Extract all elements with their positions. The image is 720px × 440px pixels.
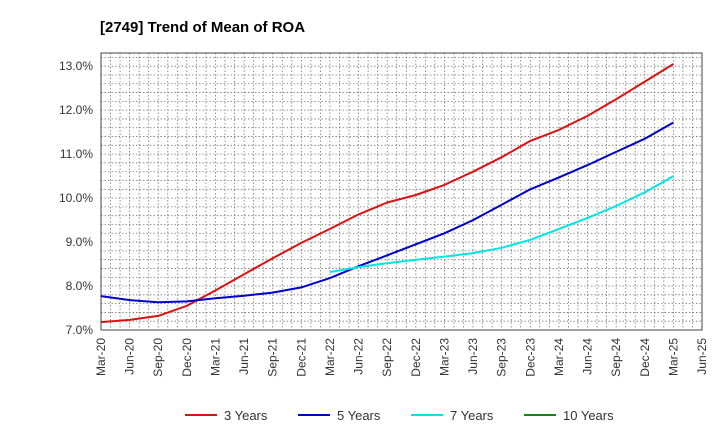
x-tick-label: Sep-23 <box>495 338 509 377</box>
x-tick-label: Dec-24 <box>638 338 652 377</box>
x-tick-label: Dec-22 <box>409 338 423 377</box>
chart-title: [2749] Trend of Mean of ROA <box>100 19 305 36</box>
y-tick-label: 11.0% <box>60 147 93 161</box>
x-tick-label: Mar-22 <box>323 338 337 376</box>
x-tick-label: Jun-24 <box>581 338 595 375</box>
legend-label-3-years: 3 Years <box>224 408 268 423</box>
x-tick-label: Dec-23 <box>523 338 537 377</box>
x-tick-label: Jun-25 <box>695 338 709 375</box>
y-tick-label: 9.0% <box>66 235 94 249</box>
x-tick-label: Mar-24 <box>552 338 566 376</box>
x-tick-label: Mar-25 <box>666 338 680 376</box>
x-tick-label: Sep-21 <box>266 338 280 377</box>
y-tick-label: 7.0% <box>66 323 94 337</box>
y-tick-label: 13.0% <box>59 59 93 73</box>
x-tick-label: Jun-20 <box>123 338 137 375</box>
legend-label-5-years: 5 Years <box>337 408 381 423</box>
legend-label-10-years: 10 Years <box>563 408 614 423</box>
legend-label-7-years: 7 Years <box>450 408 494 423</box>
x-tick-label: Sep-24 <box>609 338 623 377</box>
y-tick-label: 8.0% <box>66 279 94 293</box>
x-tick-label: Mar-21 <box>208 338 222 376</box>
plot-area: 7.0% 8.0% 9.0% 10.0% 11.0% 12.0% 13.0% Mar-20 Ju… <box>59 52 709 377</box>
plot-frame <box>100 52 703 331</box>
x-tick-label: Mar-20 <box>94 338 108 376</box>
x-tick-label: Jun-21 <box>237 338 251 375</box>
y-tick-label: 12.0% <box>59 103 93 117</box>
x-tick-label: Dec-21 <box>294 338 308 377</box>
legend: 3 Years 5 Years 7 Years 10 Years <box>185 408 614 423</box>
series-line-5-years <box>100 121 674 304</box>
x-tick-label: Dec-20 <box>180 338 194 377</box>
plot-background <box>101 53 702 330</box>
y-tick-label: 10.0% <box>59 191 93 205</box>
x-tick-label: Sep-20 <box>151 338 165 377</box>
x-tick-label: Jun-22 <box>352 338 366 375</box>
x-tick-label: Sep-22 <box>380 338 394 377</box>
series-line-7-years <box>329 175 674 273</box>
x-tick-label: Mar-23 <box>437 338 451 376</box>
x-tick-label: Jun-23 <box>466 338 480 375</box>
